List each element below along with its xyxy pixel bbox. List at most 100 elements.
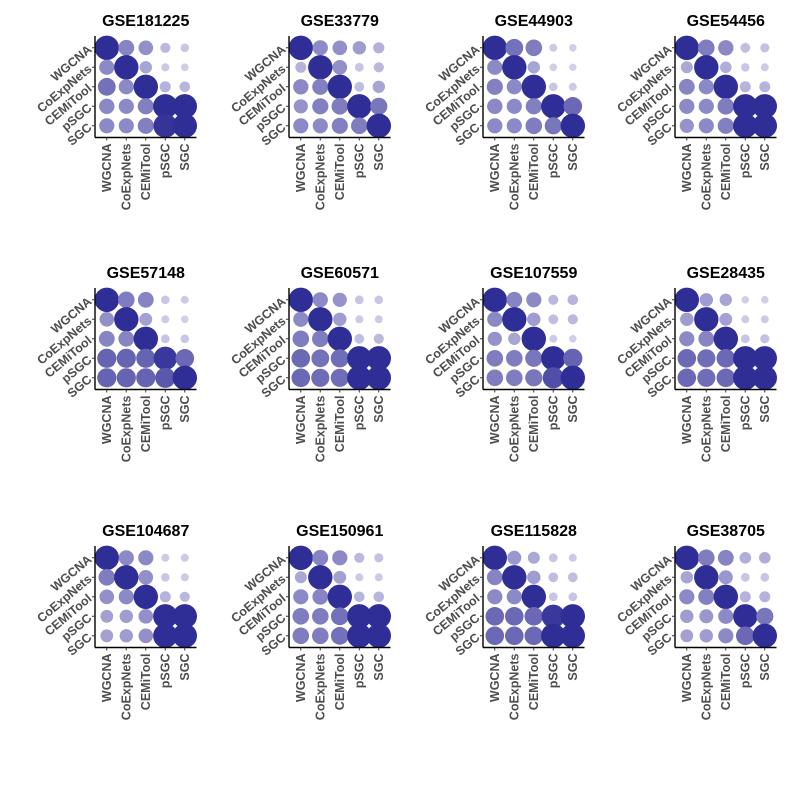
x-tick-label: SGC <box>372 144 386 171</box>
dot-WGCNA-CoExpNets <box>312 292 328 308</box>
dot-CoExpNets-WGCNA <box>295 61 307 73</box>
dot-WGCNA-CEMiTool <box>332 550 348 566</box>
dot-CoExpNets-WGCNA <box>99 312 115 327</box>
dot-CEMiTool-CEMiTool <box>133 326 158 351</box>
dot-SGC-CEMiTool <box>717 117 734 134</box>
x-tick-label: SGC <box>178 396 192 423</box>
dot-WGCNA-pSGC <box>740 42 751 53</box>
dot-CEMiTool-CEMiTool <box>713 326 738 351</box>
dot-pSGC-SGC <box>752 346 777 371</box>
dot-CoExpNets-CoExpNets <box>502 307 527 332</box>
dot-pSGC-WGCNA <box>291 349 311 368</box>
dot-SGC-WGCNA <box>679 118 694 133</box>
dot-pSGC-CoExpNets <box>312 608 329 625</box>
dot-SGC-WGCNA <box>486 369 504 387</box>
dot-pSGC-SGC <box>563 97 583 116</box>
x-tick-label: SGC <box>566 396 580 423</box>
dot-CoExpNets-WGCNA <box>680 312 694 326</box>
dot-SGC-SGC <box>366 623 391 648</box>
dot-WGCNA-SGC <box>569 44 577 52</box>
dot-CEMiTool-SGC <box>373 591 385 603</box>
dot-CoExpNets-pSGC <box>355 573 364 582</box>
dot-WGCNA-WGCNA <box>674 35 699 60</box>
panel-GSE107559: GSE107559WGCNACoExpNetsCEMiToolpSGCSGCWG… <box>422 265 585 462</box>
dot-WGCNA-WGCNA <box>94 287 120 312</box>
dot-pSGC-WGCNA <box>292 608 310 625</box>
dot-WGCNA-CoExpNets <box>118 550 134 566</box>
dot-pSGC-pSGC <box>347 604 372 629</box>
x-tick-label: WGCNA <box>680 396 694 445</box>
dot-WGCNA-CEMiTool <box>527 551 540 564</box>
dot-pSGC-CoExpNets <box>505 607 524 626</box>
dot-CoExpNets-CoExpNets <box>114 307 139 332</box>
dot-SGC-pSGC <box>155 367 176 388</box>
dot-CoExpNets-SGC <box>374 315 383 324</box>
dot-SGC-SGC <box>172 113 197 138</box>
dot-pSGC-CEMiTool <box>524 607 544 626</box>
dot-WGCNA-WGCNA <box>674 287 699 312</box>
dot-CoExpNets-CEMiTool <box>719 312 733 326</box>
dot-CEMiTool-pSGC <box>548 592 558 602</box>
dot-WGCNA-WGCNA <box>288 287 313 312</box>
dot-WGCNA-pSGC <box>741 296 750 304</box>
dot-WGCNA-WGCNA <box>288 545 313 570</box>
dot-SGC-SGC <box>752 623 777 648</box>
dot-SGC-pSGC <box>347 365 372 390</box>
x-tick-label: pSGC <box>158 396 172 431</box>
panel-GSE115828: GSE115828WGCNACoExpNetsCEMiToolpSGCSGCWG… <box>422 523 585 720</box>
x-tick-label: WGCNA <box>100 654 114 703</box>
dot-WGCNA-pSGC <box>160 42 171 53</box>
dot-WGCNA-CEMiTool <box>138 550 154 566</box>
dot-CEMiTool-CEMiTool <box>521 584 546 609</box>
dot-pSGC-pSGC <box>541 346 566 371</box>
dot-CEMiTool-WGCNA <box>97 77 116 96</box>
dot-SGC-WGCNA <box>292 627 310 645</box>
dot-pSGC-CoExpNets <box>506 98 522 114</box>
dot-WGCNA-pSGC <box>161 295 170 305</box>
x-tick-label: SGC <box>178 144 192 171</box>
dot-CoExpNets-WGCNA <box>680 571 693 584</box>
dot-CEMiTool-CEMiTool <box>713 74 738 100</box>
dot-SGC-CEMiTool <box>136 368 156 388</box>
dot-CoExpNets-CoExpNets <box>114 55 139 80</box>
dot-CoExpNets-CEMiTool <box>333 312 347 326</box>
dot-SGC-WGCNA <box>100 629 114 643</box>
x-tick-label: CoExpNets <box>699 395 713 462</box>
x-tick-label: WGCNA <box>100 396 114 445</box>
dot-pSGC-CoExpNets <box>116 348 136 368</box>
x-tick-label: pSGC <box>738 396 752 431</box>
dot-CEMiTool-CoExpNets <box>698 330 715 347</box>
dot-CoExpNets-pSGC <box>548 572 559 583</box>
dot-WGCNA-pSGC <box>548 553 558 563</box>
dot-WGCNA-WGCNA <box>482 545 507 570</box>
dot-CEMiTool-WGCNA <box>678 78 695 95</box>
dot-CoExpNets-CEMiTool <box>718 570 733 585</box>
dot-CoExpNets-SGC <box>181 315 189 324</box>
dot-WGCNA-CEMiTool <box>718 40 734 56</box>
x-tick-label: SGC <box>372 654 386 681</box>
dot-pSGC-pSGC <box>153 346 177 370</box>
dot-CEMiTool-pSGC <box>739 591 751 603</box>
x-tick-label: SGC <box>566 654 580 681</box>
dot-CoExpNets-WGCNA <box>99 59 115 75</box>
dot-SGC-SGC <box>752 365 777 390</box>
dot-pSGC-pSGC <box>541 94 566 119</box>
dot-SGC-WGCNA <box>293 118 309 134</box>
x-tick-label: CEMiTool <box>527 396 541 453</box>
x-tick-label: SGC <box>758 396 772 423</box>
x-tick-label: CEMiTool <box>139 396 153 453</box>
dot-CEMiTool-SGC <box>759 591 771 603</box>
dot-SGC-WGCNA <box>487 118 503 134</box>
dot-WGCNA-pSGC <box>739 552 752 564</box>
x-tick-label: pSGC <box>738 654 752 689</box>
x-tick-label: CEMiTool <box>333 654 347 711</box>
dot-CEMiTool-CoExpNets <box>312 330 329 348</box>
dot-SGC-SGC <box>560 623 585 648</box>
dot-CEMiTool-CEMiTool <box>327 584 352 609</box>
dot-CEMiTool-CoExpNets <box>118 79 134 95</box>
dot-WGCNA-CoExpNets <box>698 39 715 57</box>
dot-CEMiTool-CoExpNets <box>312 78 329 95</box>
dot-CoExpNets-pSGC <box>741 63 750 72</box>
dot-WGCNA-CoExpNets <box>699 293 713 307</box>
dot-WGCNA-CoExpNets <box>505 38 524 57</box>
